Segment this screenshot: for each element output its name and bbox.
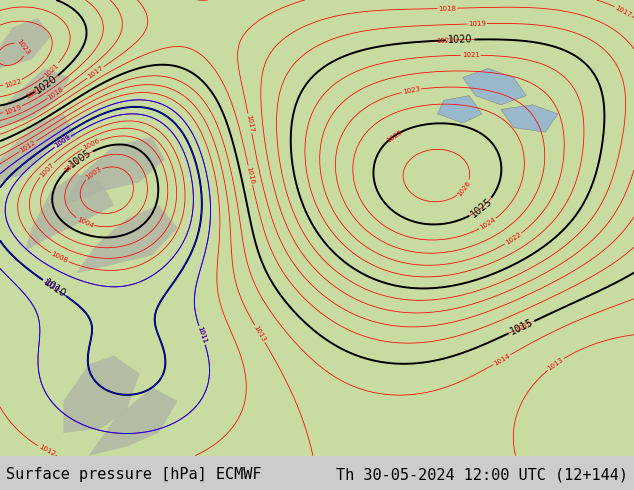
Text: 1021: 1021 [43,62,60,78]
Text: Th 30-05-2024 12:00 UTC (12+144): Th 30-05-2024 12:00 UTC (12+144) [335,467,628,482]
Text: Surface pressure [hPa] ECMWF: Surface pressure [hPa] ECMWF [6,467,262,482]
Polygon shape [501,105,558,132]
Text: 1023: 1023 [16,38,31,55]
Text: 1011: 1011 [197,326,208,345]
Text: 1017: 1017 [614,4,633,18]
Text: 1015: 1015 [508,318,535,337]
Polygon shape [0,114,76,182]
Polygon shape [0,69,70,127]
Text: 1008: 1008 [50,251,69,264]
Text: 1004: 1004 [75,216,94,229]
Text: 1023: 1023 [402,86,421,95]
Text: 1022: 1022 [3,77,22,89]
Text: 1019: 1019 [3,104,22,116]
Text: 1020: 1020 [448,34,472,45]
Polygon shape [76,205,178,273]
Text: 1007: 1007 [38,161,55,178]
Polygon shape [89,387,178,456]
Text: 1016: 1016 [245,166,256,185]
Polygon shape [63,137,165,205]
Text: 1013: 1013 [252,324,267,343]
Text: 1010: 1010 [42,278,60,293]
Polygon shape [25,173,114,251]
Text: 1021: 1021 [462,52,480,58]
Text: 1010: 1010 [42,278,60,293]
Polygon shape [0,18,51,69]
Text: 1020: 1020 [25,85,43,99]
Text: 1014: 1014 [493,353,511,367]
Text: 1009: 1009 [54,134,72,149]
Text: 1003: 1003 [84,166,103,181]
Polygon shape [463,69,526,105]
Text: 1024: 1024 [479,217,497,231]
Text: 1017: 1017 [86,65,105,80]
Text: 1010: 1010 [42,277,67,299]
Text: 1005: 1005 [63,157,81,173]
Text: 1005: 1005 [68,147,94,170]
Text: 1020: 1020 [436,37,455,44]
Text: 1012: 1012 [19,139,37,154]
Text: 1018: 1018 [438,5,456,12]
Text: 1009: 1009 [54,134,72,149]
Text: 1013: 1013 [547,356,565,372]
Text: 1020: 1020 [34,73,60,96]
Text: 1017: 1017 [245,114,254,133]
Text: 1011: 1011 [197,326,208,345]
Text: 1026: 1026 [456,179,472,197]
Text: 1022: 1022 [504,231,522,246]
Text: 1015: 1015 [514,319,533,333]
Text: 1025: 1025 [385,128,403,144]
Text: 1019: 1019 [468,21,486,27]
Polygon shape [63,355,139,433]
Text: 1018: 1018 [47,85,65,100]
Text: 1025: 1025 [469,196,494,220]
Polygon shape [437,96,482,123]
Text: 1006: 1006 [82,138,101,151]
Text: 1012: 1012 [37,444,56,458]
